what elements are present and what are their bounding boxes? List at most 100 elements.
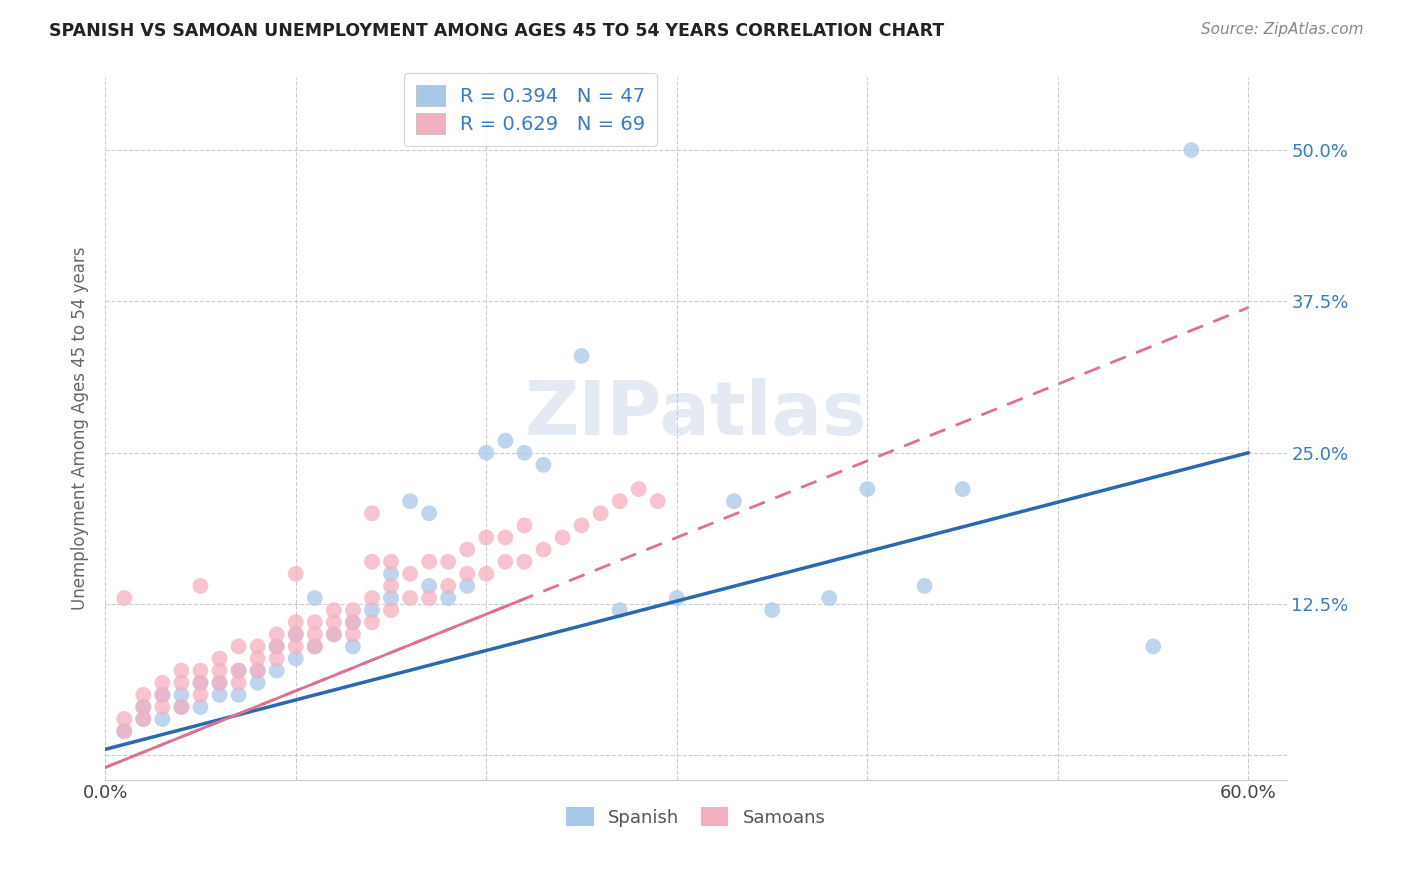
Point bbox=[361, 506, 384, 520]
Point bbox=[342, 615, 364, 630]
Point bbox=[190, 675, 212, 690]
Point bbox=[456, 566, 478, 581]
Point bbox=[418, 591, 440, 605]
Point bbox=[818, 591, 841, 605]
Point bbox=[609, 494, 631, 508]
Point bbox=[246, 640, 269, 654]
Point bbox=[380, 566, 402, 581]
Point bbox=[132, 688, 155, 702]
Point bbox=[322, 627, 344, 641]
Legend: Spanish, Samoans: Spanish, Samoans bbox=[560, 800, 832, 834]
Point bbox=[266, 664, 288, 678]
Point bbox=[228, 664, 250, 678]
Point bbox=[361, 591, 384, 605]
Point bbox=[380, 555, 402, 569]
Point bbox=[494, 531, 516, 545]
Point bbox=[304, 615, 326, 630]
Point bbox=[1180, 143, 1202, 157]
Point bbox=[150, 675, 173, 690]
Point bbox=[627, 482, 650, 496]
Point bbox=[190, 664, 212, 678]
Point bbox=[342, 615, 364, 630]
Point bbox=[246, 675, 269, 690]
Point bbox=[246, 664, 269, 678]
Point bbox=[150, 688, 173, 702]
Point bbox=[284, 651, 307, 665]
Point bbox=[456, 579, 478, 593]
Point bbox=[342, 627, 364, 641]
Point bbox=[170, 688, 193, 702]
Point bbox=[132, 712, 155, 726]
Point bbox=[475, 531, 498, 545]
Point bbox=[513, 518, 536, 533]
Point bbox=[952, 482, 974, 496]
Point bbox=[304, 627, 326, 641]
Point bbox=[304, 640, 326, 654]
Point bbox=[112, 712, 135, 726]
Point bbox=[150, 700, 173, 714]
Point bbox=[266, 627, 288, 641]
Point bbox=[322, 627, 344, 641]
Point bbox=[322, 615, 344, 630]
Point bbox=[361, 615, 384, 630]
Point bbox=[494, 555, 516, 569]
Point bbox=[170, 700, 193, 714]
Y-axis label: Unemployment Among Ages 45 to 54 years: Unemployment Among Ages 45 to 54 years bbox=[72, 247, 89, 610]
Point bbox=[494, 434, 516, 448]
Point bbox=[150, 712, 173, 726]
Point bbox=[1142, 640, 1164, 654]
Point bbox=[914, 579, 936, 593]
Point bbox=[589, 506, 612, 520]
Point bbox=[246, 651, 269, 665]
Text: Source: ZipAtlas.com: Source: ZipAtlas.com bbox=[1201, 22, 1364, 37]
Point bbox=[112, 591, 135, 605]
Point bbox=[437, 579, 460, 593]
Point bbox=[170, 700, 193, 714]
Point bbox=[132, 700, 155, 714]
Point bbox=[112, 724, 135, 739]
Point bbox=[304, 591, 326, 605]
Point bbox=[266, 640, 288, 654]
Point bbox=[246, 664, 269, 678]
Point bbox=[284, 640, 307, 654]
Text: ZIPatlas: ZIPatlas bbox=[524, 378, 868, 451]
Point bbox=[380, 603, 402, 617]
Point bbox=[190, 688, 212, 702]
Point bbox=[208, 675, 231, 690]
Point bbox=[170, 664, 193, 678]
Point bbox=[533, 542, 555, 557]
Point bbox=[228, 675, 250, 690]
Point bbox=[190, 675, 212, 690]
Point bbox=[112, 724, 135, 739]
Point bbox=[190, 700, 212, 714]
Point bbox=[304, 640, 326, 654]
Point bbox=[208, 675, 231, 690]
Point bbox=[551, 531, 574, 545]
Point bbox=[609, 603, 631, 617]
Point bbox=[266, 651, 288, 665]
Point bbox=[665, 591, 688, 605]
Point bbox=[284, 566, 307, 581]
Point bbox=[571, 349, 593, 363]
Point bbox=[418, 555, 440, 569]
Point bbox=[361, 603, 384, 617]
Point bbox=[342, 640, 364, 654]
Point bbox=[228, 640, 250, 654]
Point bbox=[380, 591, 402, 605]
Point bbox=[418, 506, 440, 520]
Point bbox=[208, 651, 231, 665]
Point bbox=[723, 494, 745, 508]
Point bbox=[284, 615, 307, 630]
Point bbox=[475, 566, 498, 581]
Point bbox=[571, 518, 593, 533]
Point bbox=[399, 494, 422, 508]
Point bbox=[475, 446, 498, 460]
Text: SPANISH VS SAMOAN UNEMPLOYMENT AMONG AGES 45 TO 54 YEARS CORRELATION CHART: SPANISH VS SAMOAN UNEMPLOYMENT AMONG AGE… bbox=[49, 22, 945, 40]
Point bbox=[208, 688, 231, 702]
Point bbox=[342, 603, 364, 617]
Point bbox=[856, 482, 879, 496]
Point bbox=[437, 591, 460, 605]
Point bbox=[284, 627, 307, 641]
Point bbox=[533, 458, 555, 472]
Point bbox=[418, 579, 440, 593]
